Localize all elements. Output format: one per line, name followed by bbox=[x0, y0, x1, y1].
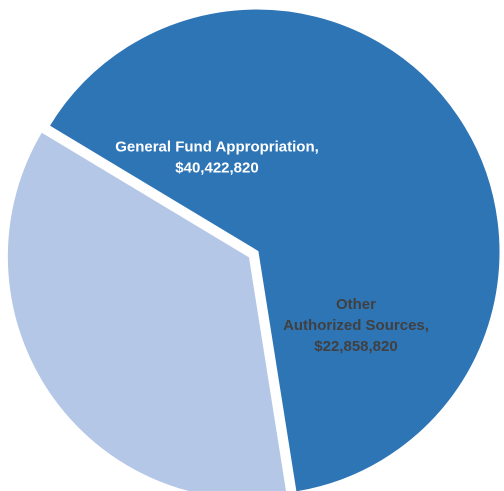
slice-label-1-line-0: Other bbox=[336, 296, 376, 313]
slice-label-0-line-1: $40,422,820 bbox=[175, 160, 258, 177]
pie-slice-1 bbox=[4, 128, 290, 491]
slice-label-0-line-0: General Fund Appropriation, bbox=[115, 139, 319, 156]
slice-label-1-line-2: $22,858,820 bbox=[314, 338, 397, 355]
slice-label-1-line-1: Authorized Sources, bbox=[283, 317, 429, 334]
slice-labels: General Fund Appropriation, $40,422,820 Ot… bbox=[115, 139, 429, 356]
slice-label-1: Other Authorized Sources, $22,858,820 bbox=[283, 296, 429, 355]
slice-label-0: General Fund Appropriation, $40,422,820 bbox=[115, 139, 319, 177]
pie-slices bbox=[4, 6, 503, 491]
pie-slice-0 bbox=[45, 6, 503, 491]
